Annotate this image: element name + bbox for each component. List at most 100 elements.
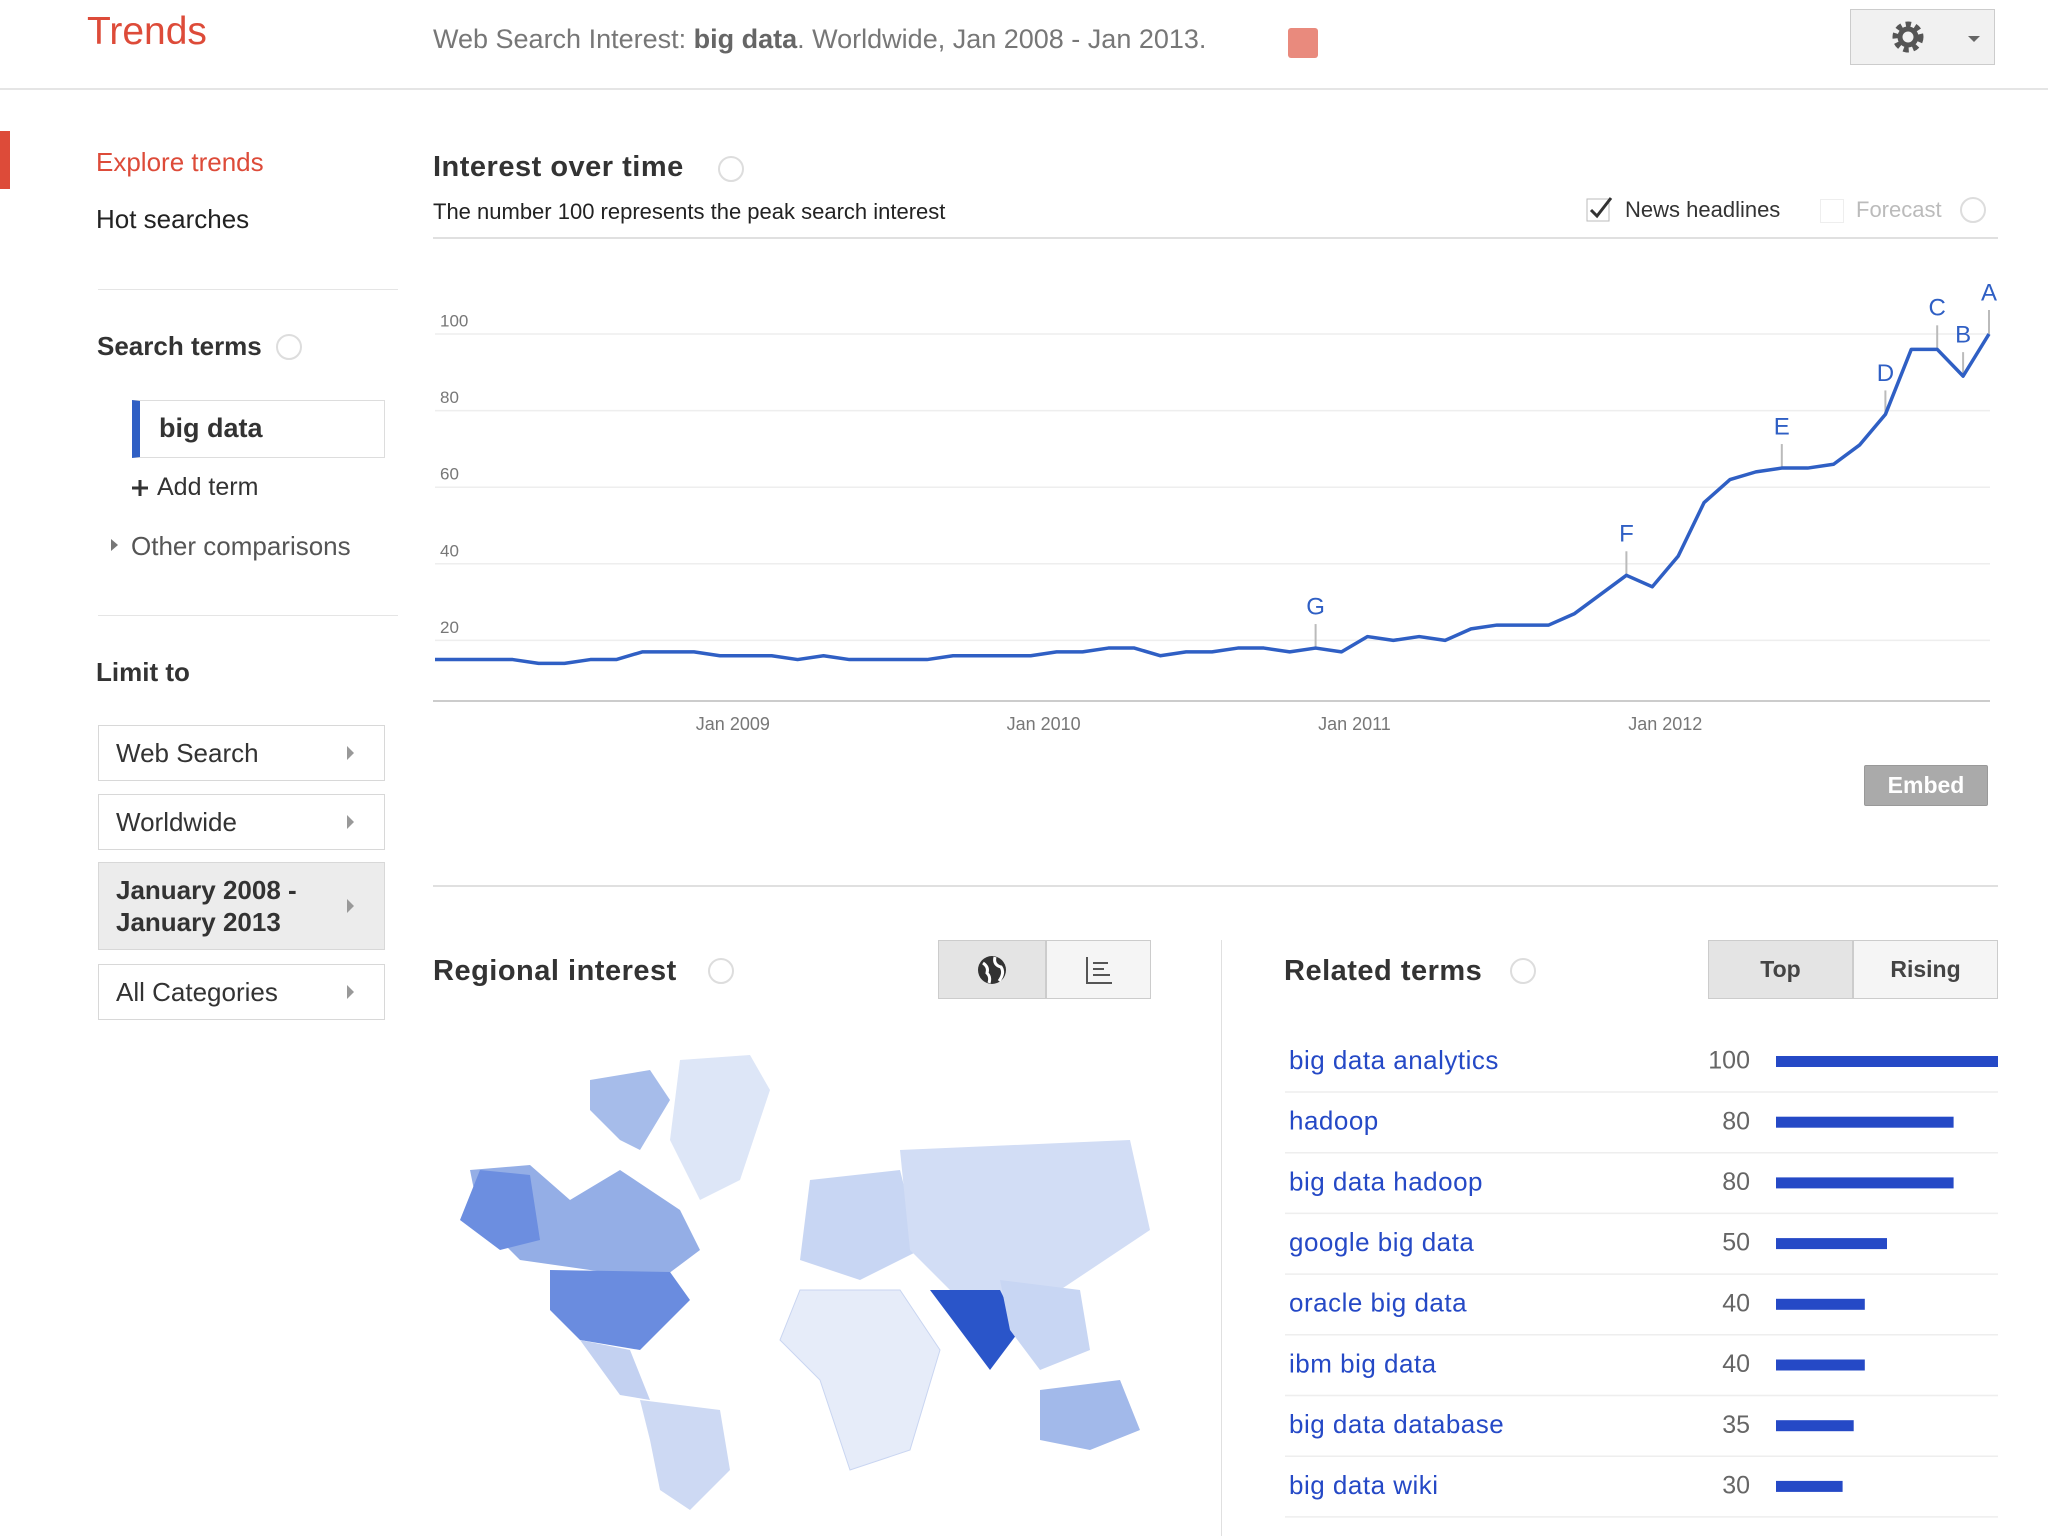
section-divider bbox=[433, 237, 1998, 239]
sidebar-divider bbox=[98, 289, 398, 290]
help-icon[interactable] bbox=[276, 334, 302, 360]
list-icon bbox=[1085, 956, 1112, 984]
dropdown-caret bbox=[1968, 36, 1980, 42]
tab-rising[interactable]: Rising bbox=[1853, 940, 1998, 999]
share-icon[interactable] bbox=[1288, 28, 1318, 58]
add-term[interactable]: Add term bbox=[157, 473, 259, 501]
arrow bbox=[347, 815, 354, 829]
news-headlines[interactable]: News headlines bbox=[1625, 197, 1781, 222]
region-greenland bbox=[670, 1055, 770, 1200]
filter-search[interactable]: Web Search bbox=[98, 725, 385, 781]
list-view-button[interactable] bbox=[1046, 940, 1151, 999]
help-icon[interactable] bbox=[1510, 958, 1536, 984]
gear-icon bbox=[1892, 21, 1923, 53]
related-chart: big data analytics 100 hadoop 80 big data ha… bbox=[1285, 1045, 1998, 1518]
related-term: hadoop bbox=[1289, 1106, 1379, 1136]
filter-category[interactable]: All Categories bbox=[98, 964, 385, 1020]
bar bbox=[1776, 1420, 1854, 1432]
interest-title: Interest over time bbox=[433, 151, 684, 183]
region-mexico bbox=[580, 1340, 650, 1400]
section-divider bbox=[433, 885, 1998, 887]
x-tick-label: Jan 2009 bbox=[696, 714, 770, 734]
region-europe bbox=[800, 1170, 920, 1280]
subtitle-prefix: Web Search Interest: bbox=[433, 24, 687, 54]
column-divider bbox=[1221, 940, 1222, 1536]
interest-note: The number 100 represents the peak searc… bbox=[433, 199, 946, 224]
filter-label: Web Search bbox=[116, 737, 259, 768]
tab-top[interactable]: Top bbox=[1708, 940, 1853, 999]
bar bbox=[1776, 1177, 1954, 1189]
related-title: Related terms bbox=[1284, 955, 1483, 987]
y-tick-label: 80 bbox=[440, 388, 459, 407]
related-term: big data wiki bbox=[1289, 1470, 1439, 1500]
bar bbox=[1776, 1116, 1954, 1128]
help-icon[interactable] bbox=[1960, 197, 1986, 223]
annotation-label: A bbox=[1981, 279, 1997, 306]
annotation-label: C bbox=[1929, 295, 1946, 322]
forecast-checkbox[interactable] bbox=[1820, 199, 1844, 223]
related-term: google big data bbox=[1289, 1227, 1474, 1257]
logo[interactable]: Trends bbox=[87, 10, 207, 53]
related-value: 50 bbox=[1722, 1229, 1750, 1257]
y-tick-label: 20 bbox=[440, 618, 459, 637]
y-tick-label: 60 bbox=[440, 465, 459, 484]
limit-title: Limit to bbox=[96, 657, 190, 687]
region-south-america bbox=[640, 1400, 730, 1510]
related-value: 30 bbox=[1722, 1472, 1750, 1500]
forecast[interactable]: Forecast bbox=[1856, 197, 1942, 222]
help-icon[interactable] bbox=[718, 156, 744, 182]
nav-hot[interactable]: Hot searches bbox=[96, 204, 250, 234]
arrow bbox=[347, 746, 354, 760]
related-term: big data database bbox=[1289, 1409, 1504, 1439]
y-tick-label: 40 bbox=[440, 541, 459, 560]
globe-icon bbox=[978, 955, 1006, 984]
region-africa bbox=[779, 1289, 941, 1471]
expand-caret bbox=[111, 539, 118, 551]
region-india bbox=[930, 1290, 1020, 1370]
sidebar-divider bbox=[98, 615, 398, 616]
region-usa bbox=[550, 1270, 690, 1350]
y-tick-label: 100 bbox=[440, 311, 468, 330]
region-southeast-asia bbox=[1000, 1280, 1090, 1370]
related-term: ibm big data bbox=[1289, 1348, 1437, 1378]
header-divider bbox=[0, 88, 2048, 90]
annotation-label: B bbox=[1955, 321, 1971, 348]
region-australia bbox=[1040, 1380, 1140, 1450]
world-map bbox=[460, 1055, 1150, 1510]
region-greenland-west bbox=[590, 1070, 670, 1150]
term-text: big data bbox=[159, 413, 263, 443]
related-term: big data hadoop bbox=[1289, 1166, 1483, 1196]
related-value: 35 bbox=[1722, 1411, 1750, 1439]
term-box[interactable] bbox=[132, 400, 385, 458]
region-asia bbox=[900, 1140, 1150, 1300]
bar bbox=[1776, 1298, 1865, 1310]
filter-label: Worldwide bbox=[116, 806, 237, 837]
interest-line bbox=[435, 333, 1991, 666]
arrow bbox=[347, 985, 354, 999]
related-value: 40 bbox=[1722, 1289, 1750, 1317]
other-comparisons[interactable]: Other comparisons bbox=[131, 531, 351, 561]
filter-region[interactable]: Worldwide bbox=[98, 794, 385, 850]
news-checkbox[interactable] bbox=[1586, 196, 1614, 224]
annotation-label: G bbox=[1306, 593, 1325, 620]
embed-button[interactable]: Embed bbox=[1864, 765, 1988, 806]
help-icon[interactable] bbox=[708, 958, 734, 984]
annotation-label: F bbox=[1619, 521, 1634, 548]
regional-title: Regional interest bbox=[433, 955, 677, 987]
arrow bbox=[347, 899, 354, 913]
filter-label: January 2008 - January 2013 bbox=[116, 875, 297, 937]
subtitle-suffix: . Worldwide, Jan 2008 - Jan 2013. bbox=[797, 24, 1207, 54]
bar bbox=[1776, 1480, 1843, 1492]
settings-button[interactable] bbox=[1850, 9, 1995, 65]
interest-chart: 20 40 60 80 100 Jan 2009 Jan 2010 Jan 2011 Jan 2… bbox=[433, 279, 1997, 734]
filter-time[interactable]: January 2008 - January 2013 bbox=[98, 862, 385, 950]
related-value: 80 bbox=[1722, 1168, 1750, 1196]
filter-label: All Categories bbox=[116, 976, 278, 1007]
nav-explore[interactable]: Explore trends bbox=[96, 147, 264, 177]
map-view-button[interactable] bbox=[938, 940, 1046, 999]
search-terms-title: Search terms bbox=[97, 331, 262, 361]
bar bbox=[1776, 1238, 1887, 1250]
header-subtitle: Web Search Interest: big data. Worldwide… bbox=[433, 24, 1206, 55]
related-value: 80 bbox=[1722, 1107, 1750, 1135]
